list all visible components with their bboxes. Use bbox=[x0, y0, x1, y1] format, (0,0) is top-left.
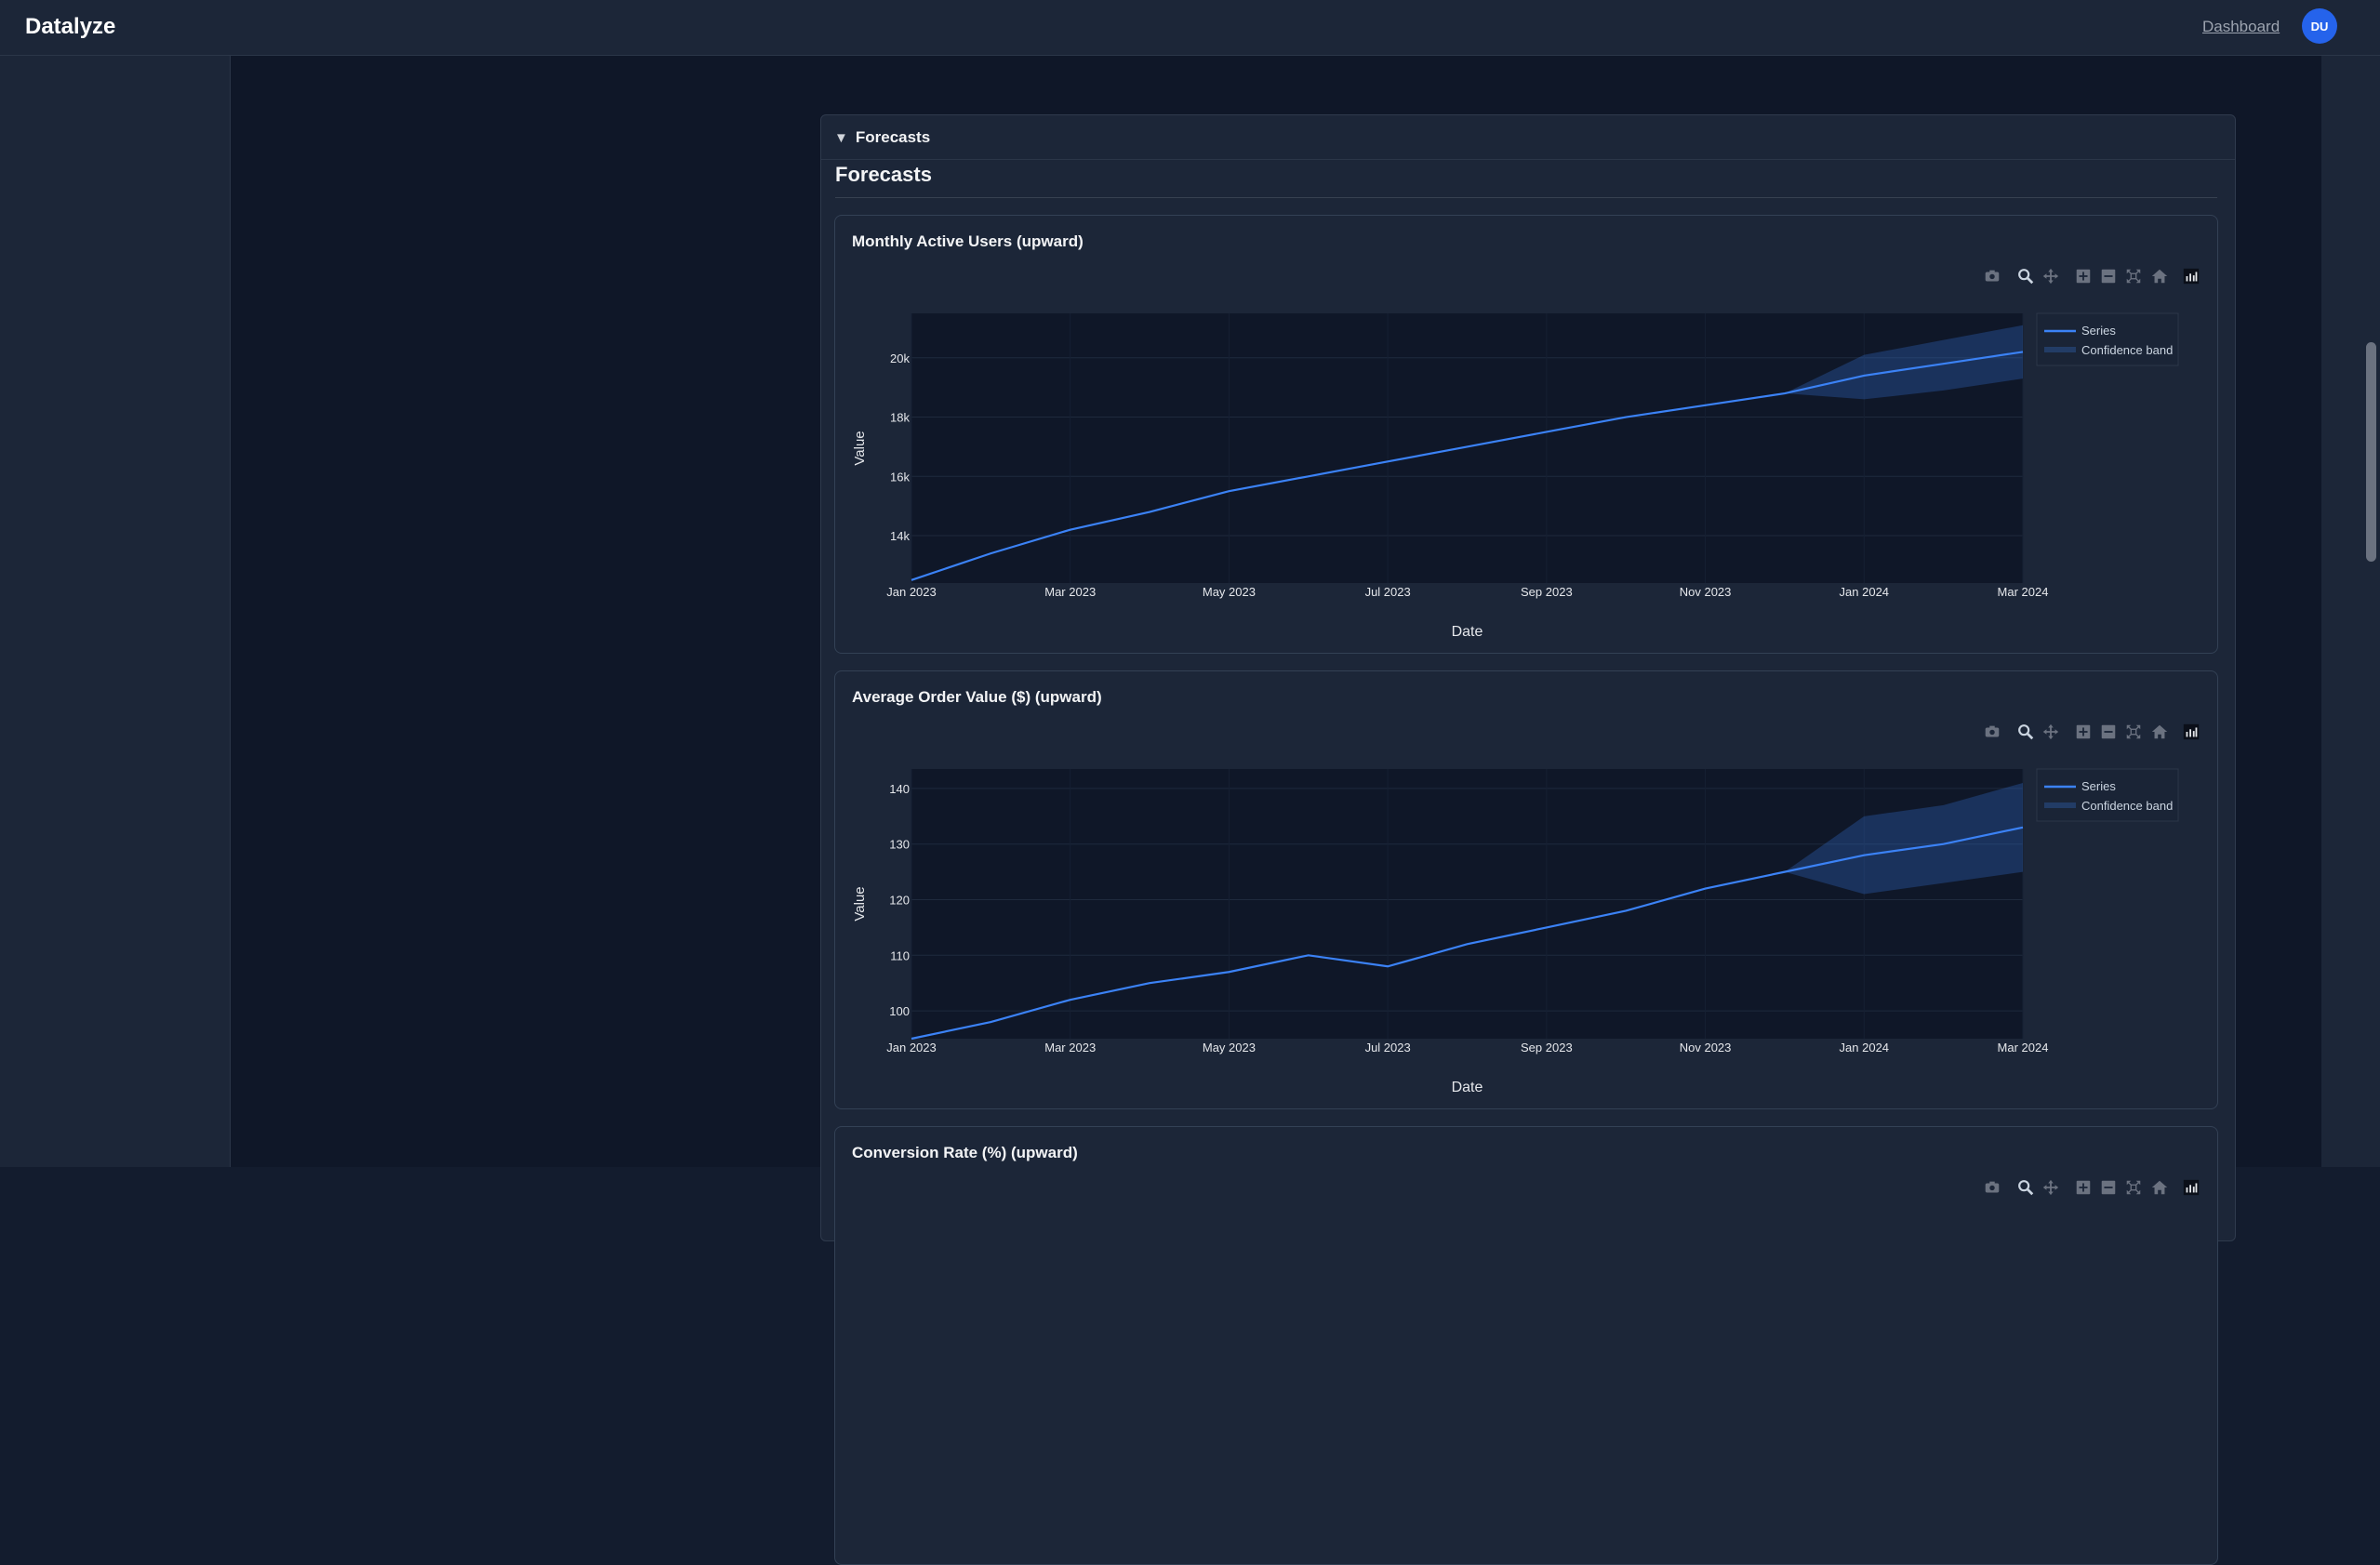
chart-title: Conversion Rate (%) (upward) bbox=[852, 1144, 1078, 1161]
legend-band-swatch bbox=[2044, 802, 2076, 808]
y-tick-label: 14k bbox=[890, 529, 910, 543]
section-title: Forecasts bbox=[835, 163, 932, 186]
zoom-in-icon[interactable] bbox=[2073, 1177, 2094, 1198]
top-navbar: Datalyze Dashboard DU bbox=[0, 0, 2380, 56]
chart-legend: Series Confidence band bbox=[2036, 312, 2179, 366]
legend-band-label: Confidence band bbox=[2081, 799, 2173, 813]
chart-card: 100 110 120 130 140 Jan 2023 Mar 2023 May 2023 J… bbox=[834, 670, 2218, 1109]
x-tick-label: Jan 2023 bbox=[886, 1041, 937, 1054]
zoom-out-icon[interactable] bbox=[2098, 266, 2119, 286]
legend-band-label: Confidence band bbox=[2081, 343, 2173, 357]
reset-axes-icon[interactable] bbox=[2149, 1177, 2170, 1198]
zoom-icon[interactable] bbox=[2015, 266, 2036, 286]
zoom-icon[interactable] bbox=[2015, 722, 2036, 742]
pan-icon[interactable] bbox=[2041, 266, 2061, 286]
autoscale-icon[interactable] bbox=[2123, 1177, 2144, 1198]
chart-card: 14k 16k 18k 20k Jan 2023 Mar 2023 May 2023 Jul … bbox=[834, 215, 2218, 654]
x-axis-title: Date bbox=[1452, 624, 1483, 640]
legend-series-label: Series bbox=[2081, 324, 2116, 338]
confidence-band bbox=[1784, 782, 2023, 895]
x-tick-label: Mar 2024 bbox=[1998, 585, 2049, 599]
x-tick-label: Sep 2023 bbox=[1521, 1041, 1573, 1054]
dashboard-link[interactable]: Dashboard bbox=[2202, 18, 2280, 35]
caret-down-icon: ▼ bbox=[834, 130, 848, 146]
user-avatar[interactable]: DU bbox=[2302, 8, 2337, 44]
chart-legend: Series Confidence band bbox=[2036, 768, 2179, 822]
reset-axes-icon[interactable] bbox=[2149, 722, 2170, 742]
y-axis-title: Value bbox=[852, 886, 868, 921]
y-tick-label: 110 bbox=[890, 948, 910, 962]
x-tick-label: Jan 2023 bbox=[886, 585, 937, 599]
x-tick-label: Sep 2023 bbox=[1521, 585, 1573, 599]
x-tick-label: Nov 2023 bbox=[1680, 585, 1732, 599]
y-axis-title: Value bbox=[852, 431, 868, 465]
legend-band-swatch bbox=[2044, 347, 2076, 352]
y-tick-label: 16k bbox=[890, 470, 910, 484]
plot-area bbox=[911, 313, 2023, 583]
x-tick-label: May 2023 bbox=[1203, 1041, 1256, 1054]
zoom-in-icon[interactable] bbox=[2073, 722, 2094, 742]
camera-icon[interactable] bbox=[1982, 266, 2002, 286]
camera-icon[interactable] bbox=[1982, 1177, 2002, 1198]
brand-logo[interactable]: Datalyze bbox=[25, 14, 116, 39]
pan-icon[interactable] bbox=[2041, 722, 2061, 742]
chart-card: Conversion Rate (%) (upward) bbox=[834, 1126, 2218, 1565]
x-tick-label: Jul 2023 bbox=[1365, 1041, 1411, 1054]
x-tick-label: Jan 2024 bbox=[1840, 585, 1890, 599]
forecasts-toggle-label: Forecasts bbox=[855, 128, 931, 146]
forecast-chart[interactable]: 14k 16k 18k 20k Jan 2023 Mar 2023 May 2023 Jul … bbox=[835, 216, 2217, 653]
zoom-icon[interactable] bbox=[2015, 1177, 2036, 1198]
camera-icon[interactable] bbox=[1982, 722, 2002, 742]
autoscale-icon[interactable] bbox=[2123, 266, 2144, 286]
divider bbox=[821, 159, 2235, 160]
plotly-logo-icon[interactable] bbox=[2181, 1177, 2201, 1198]
reset-axes-icon[interactable] bbox=[2149, 266, 2170, 286]
x-tick-label: Mar 2024 bbox=[1998, 1041, 2049, 1054]
x-tick-label: Mar 2023 bbox=[1044, 585, 1096, 599]
y-tick-label: 140 bbox=[889, 782, 910, 796]
chart-title: Average Order Value ($) (upward) bbox=[852, 688, 1102, 706]
scrollbar-thumb[interactable] bbox=[2366, 342, 2376, 562]
scrollbar[interactable] bbox=[2363, 56, 2380, 1167]
plotly-logo-icon[interactable] bbox=[2181, 722, 2201, 742]
pan-icon[interactable] bbox=[2041, 1177, 2061, 1198]
autoscale-icon[interactable] bbox=[2123, 722, 2144, 742]
y-tick-label: 18k bbox=[890, 411, 910, 425]
forecast-chart[interactable]: 100 110 120 130 140 Jan 2023 Mar 2023 May 2023 J… bbox=[835, 671, 2217, 1108]
x-tick-label: May 2023 bbox=[1203, 585, 1256, 599]
left-sidebar bbox=[0, 56, 231, 1167]
zoom-out-icon[interactable] bbox=[2098, 1177, 2119, 1198]
x-tick-label: Jul 2023 bbox=[1365, 585, 1411, 599]
zoom-out-icon[interactable] bbox=[2098, 722, 2119, 742]
series-line bbox=[911, 351, 2024, 581]
forecasts-panel: ▼ Forecasts Forecasts 14k 16k 18k 20k Jan 202… bbox=[820, 114, 2236, 1565]
x-tick-label: Jan 2024 bbox=[1840, 1041, 1890, 1054]
x-axis-title: Date bbox=[1452, 1080, 1483, 1095]
main-content: ▼ Forecasts Forecasts 14k 16k 18k 20k Jan 202… bbox=[231, 56, 2321, 1565]
y-tick-label: 120 bbox=[889, 894, 910, 908]
plotly-logo-icon[interactable] bbox=[2181, 266, 2201, 286]
legend-series-label: Series bbox=[2081, 779, 2116, 793]
y-tick-label: 130 bbox=[889, 838, 910, 852]
chart-title: Monthly Active Users (upward) bbox=[852, 232, 1084, 250]
series-line bbox=[911, 826, 2024, 1041]
zoom-in-icon[interactable] bbox=[2073, 266, 2094, 286]
right-gutter bbox=[2321, 56, 2363, 1167]
divider bbox=[835, 197, 2217, 198]
y-tick-label: 100 bbox=[889, 1004, 910, 1018]
y-tick-label: 20k bbox=[890, 351, 910, 365]
x-tick-label: Nov 2023 bbox=[1680, 1041, 1732, 1054]
forecasts-toggle[interactable]: ▼ Forecasts bbox=[834, 128, 930, 147]
x-tick-label: Mar 2023 bbox=[1044, 1041, 1096, 1054]
